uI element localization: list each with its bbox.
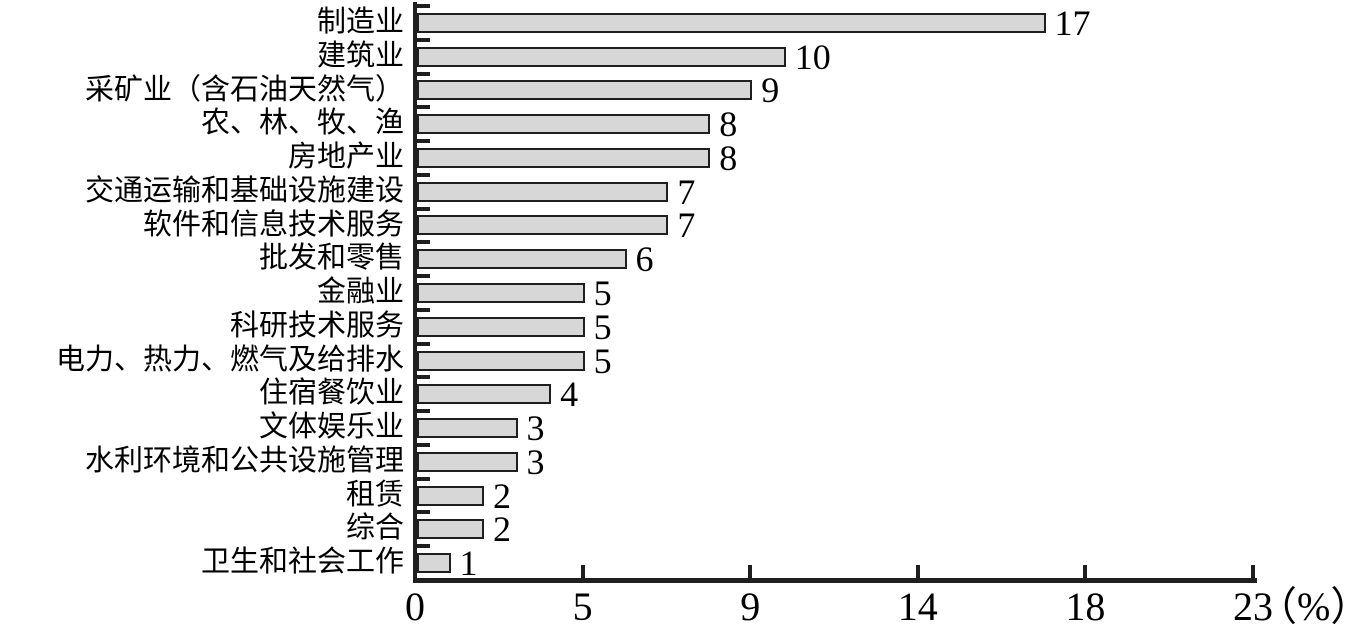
x-axis-tick-label: 14 xyxy=(897,584,938,629)
bar xyxy=(417,12,1046,33)
category-label: 文体娱乐业 xyxy=(258,411,404,444)
value-label: 7 xyxy=(677,171,696,212)
y-axis-tick xyxy=(417,442,430,447)
category-label: 交通运输和基础设施建设 xyxy=(84,174,404,207)
x-axis-tick xyxy=(915,565,920,578)
bar xyxy=(417,384,552,405)
category-label: 批发和零售 xyxy=(258,242,404,275)
value-label: 2 xyxy=(493,475,512,516)
y-axis-tick xyxy=(417,206,430,211)
y-axis-tick xyxy=(417,274,430,279)
category-label: 卫生和社会工作 xyxy=(200,546,404,579)
category-label: 软件和信息技术服务 xyxy=(142,208,404,241)
bar xyxy=(417,519,485,540)
bar xyxy=(417,451,518,472)
bar xyxy=(417,418,518,439)
category-label: 制造业 xyxy=(316,6,404,38)
y-axis-tick xyxy=(417,476,430,481)
y-axis-tick xyxy=(417,37,430,42)
x-axis-tick-label: 0 xyxy=(405,584,425,629)
x-axis-tick xyxy=(1251,565,1255,578)
value-label: 10 xyxy=(794,36,831,77)
x-axis-tick-label: 23 xyxy=(1233,584,1273,629)
category-label: 建筑业 xyxy=(316,39,404,72)
bar xyxy=(417,283,585,303)
x-axis-tick-label: 18 xyxy=(1065,584,1106,629)
value-label: 5 xyxy=(593,306,612,347)
value-label: 3 xyxy=(526,408,545,449)
category-label: 金融业 xyxy=(316,276,404,309)
value-label: 5 xyxy=(593,273,612,313)
y-axis-tick xyxy=(417,544,430,549)
category-label: 水利环境和公共设施管理 xyxy=(84,444,404,477)
category-label: 电力、热力、燃气及给排水 xyxy=(55,343,404,376)
x-axis-tick-label: 9 xyxy=(740,584,761,629)
x-axis-tick xyxy=(580,565,585,578)
y-axis-tick xyxy=(417,240,430,245)
bar xyxy=(417,249,627,270)
y-axis-tick xyxy=(417,139,430,144)
bar xyxy=(417,147,711,168)
y-axis-tick xyxy=(417,172,430,177)
value-label: 2 xyxy=(493,509,512,550)
x-axis-tick-label: 5 xyxy=(572,584,593,629)
y-axis-tick xyxy=(417,510,430,515)
bar xyxy=(417,80,753,101)
bar xyxy=(417,553,451,574)
bar xyxy=(417,350,585,371)
bar xyxy=(417,316,585,337)
value-label: 8 xyxy=(719,104,738,145)
value-label: 7 xyxy=(677,205,696,246)
value-label: 1 xyxy=(459,543,478,584)
value-label: 3 xyxy=(526,441,545,482)
x-axis-line xyxy=(413,578,1257,583)
y-axis-tick xyxy=(417,105,430,110)
category-label: 综合 xyxy=(345,512,404,545)
y-axis-tick xyxy=(417,71,430,76)
value-label: 9 xyxy=(761,70,780,111)
category-label: 科研技术服务 xyxy=(229,309,404,342)
bar xyxy=(417,215,669,236)
value-label: 6 xyxy=(635,239,654,280)
bar xyxy=(417,46,786,67)
y-axis-tick xyxy=(417,375,430,380)
value-label: 4 xyxy=(560,374,579,415)
bar xyxy=(417,181,669,202)
value-label: 17 xyxy=(1054,2,1091,43)
category-label: 租赁 xyxy=(345,478,404,511)
value-label: 5 xyxy=(593,340,612,381)
category-label: 房地产业 xyxy=(287,141,404,174)
y-axis-tick xyxy=(417,341,430,346)
x-axis-unit-label: （%） xyxy=(1257,584,1353,629)
category-label: 农、林、牧、渔 xyxy=(200,107,404,140)
category-label: 采矿业（含石油天然气） xyxy=(84,73,404,106)
value-label: 8 xyxy=(719,137,738,178)
category-label: 住宿餐饮业 xyxy=(258,377,404,410)
y-axis-tick xyxy=(417,409,430,414)
x-axis-tick xyxy=(1083,565,1088,578)
x-axis-tick xyxy=(748,565,753,578)
y-axis-tick xyxy=(417,307,430,312)
bar xyxy=(417,485,485,506)
y-axis-tick xyxy=(417,4,430,8)
y-axis-line xyxy=(413,2,417,583)
bar xyxy=(417,114,711,135)
